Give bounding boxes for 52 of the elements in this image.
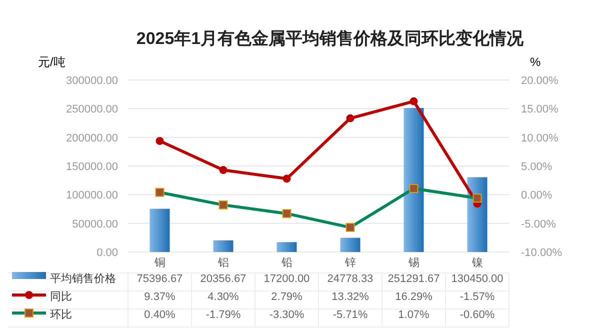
y-axis-title: 元/吨 (38, 55, 66, 69)
legend-label: 平均销售价格 (50, 273, 116, 285)
data-label: 9.37% (144, 291, 176, 303)
chart-title: 2025年1月有色金属平均销售价格及同环比变化情况 (136, 29, 525, 48)
point (156, 136, 164, 145)
point (410, 97, 418, 106)
data-label: -1.57% (460, 291, 495, 303)
x-tick-label: 锡 (407, 257, 420, 269)
legend: 平均销售价格 (12, 272, 116, 285)
y2-tick-label: 5.00% (521, 161, 552, 173)
data-label: 16.29% (395, 291, 433, 303)
x-tick-label: 铝 (216, 257, 229, 269)
data-label: 75396.67 (136, 273, 183, 285)
data-label: 1.07% (398, 309, 430, 321)
y-tick-label: 100000.00 (66, 190, 118, 202)
legend: 同比 (12, 291, 72, 303)
data-label: -0.60% (460, 309, 495, 321)
data-label: 130450.00 (451, 273, 504, 285)
point (219, 166, 228, 174)
data-label: 17200.00 (264, 273, 310, 285)
y-tick-label: 50000.00 (72, 218, 118, 230)
legend-label: 环比 (50, 308, 72, 321)
data-label: 24778.33 (327, 273, 374, 285)
y-tick-label: 150000.00 (66, 161, 118, 173)
data-label: 20356.67 (200, 273, 246, 285)
y-tick-label: 0.00 (96, 247, 118, 259)
y2-axis-title: % (530, 55, 541, 69)
x-tick-label: 镍 (470, 257, 483, 269)
legend-label: 同比 (50, 290, 72, 303)
y2-tick-label: -10.00% (521, 247, 562, 259)
data-label: 13.32% (332, 291, 370, 303)
data-label: 2.79% (271, 291, 303, 303)
data-label: 0.40% (144, 309, 176, 321)
x-tick-label: 铜 (153, 257, 166, 269)
y-tick-label: 300000.00 (66, 75, 118, 87)
data-label: -5.71% (332, 309, 368, 321)
point (346, 114, 354, 122)
y2-tick-label: 15.00% (521, 104, 559, 116)
y-tick-label: 200000.00 (66, 132, 118, 144)
y2-tick-label: 10.00% (521, 132, 559, 144)
y2-tick-label: -5.00% (521, 218, 556, 230)
data-label: 4.30% (208, 291, 240, 303)
data-label: 251291.67 (388, 273, 440, 285)
legend: 环比 (12, 308, 72, 321)
data-label: -3.30% (269, 309, 304, 321)
point (282, 174, 291, 183)
y2-tick-label: 0.00% (521, 190, 552, 202)
x-tick-label: 锌 (344, 256, 356, 269)
x-tick-label: 铅 (280, 257, 292, 269)
y-tick-label: 250000.00 (66, 104, 118, 116)
data-label: -1.79% (206, 309, 241, 321)
y2-tick-label: 20.00% (521, 75, 559, 87)
